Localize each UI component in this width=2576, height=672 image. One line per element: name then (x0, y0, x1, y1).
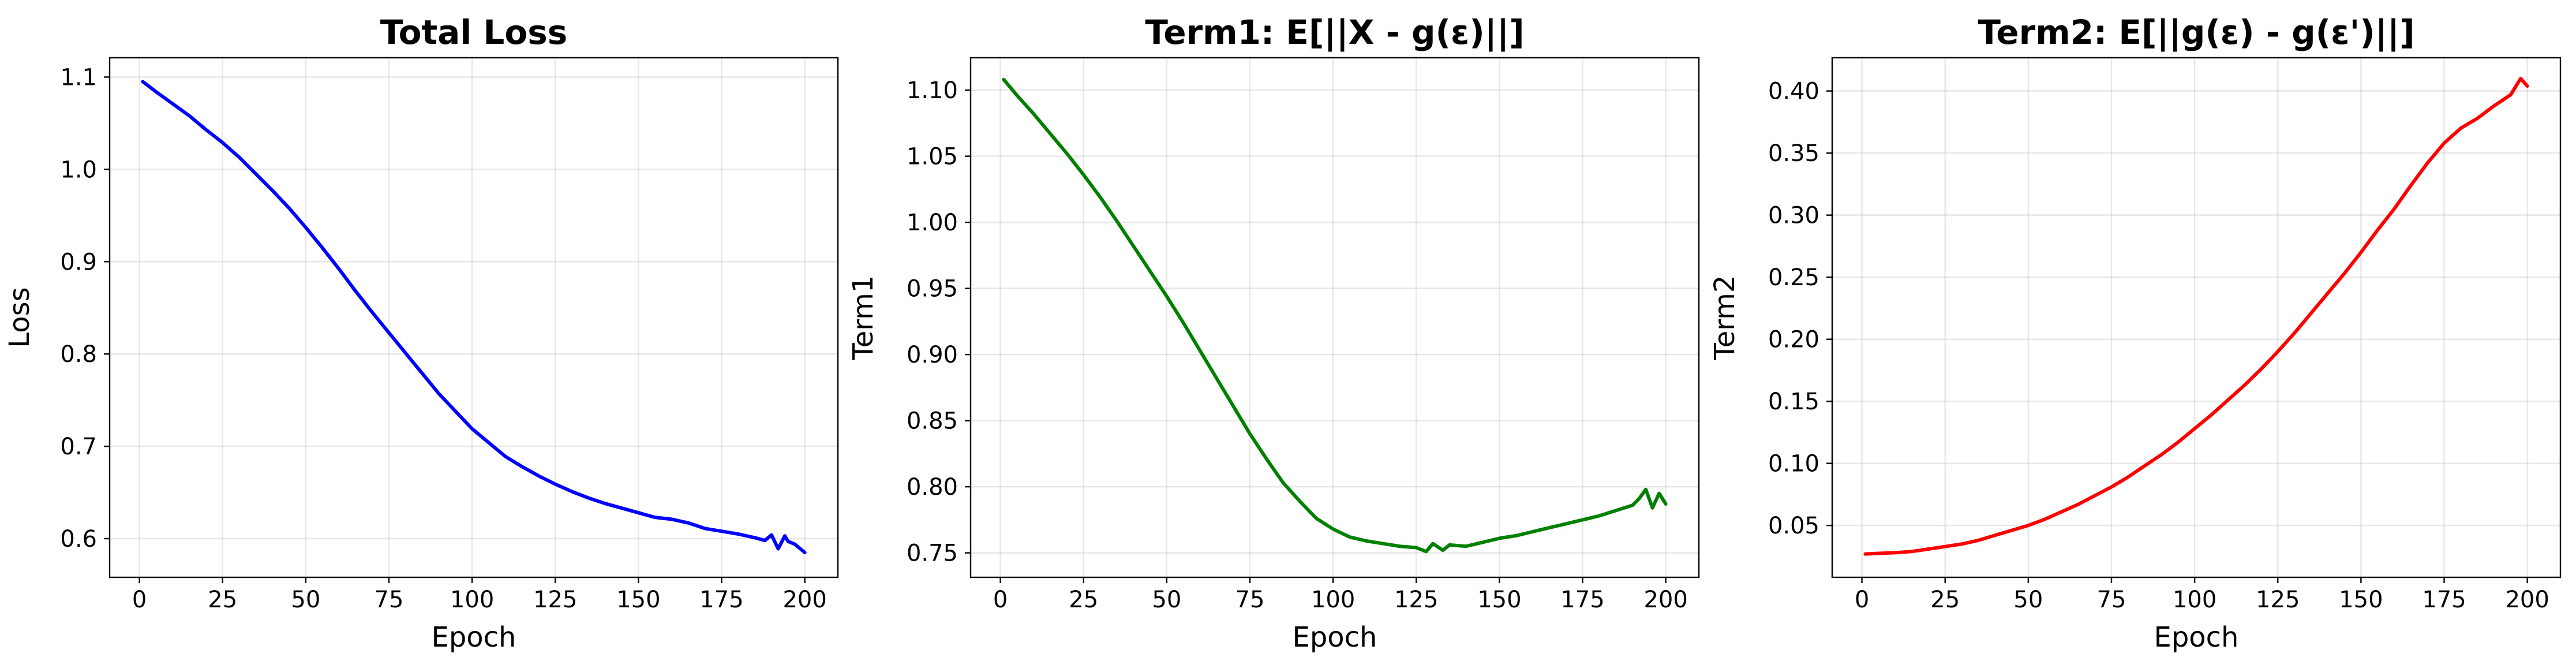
y-tick-label: 0.25 (1768, 264, 1819, 291)
series-line-1 (1002, 77, 1668, 554)
plot-frame (1831, 57, 2562, 578)
y-tick-label: 0.05 (1768, 513, 1819, 539)
x-tick-label: 75 (1235, 587, 1265, 613)
x-tick-label: 125 (1394, 587, 1438, 613)
x-tick-label: 100 (450, 587, 494, 613)
chart-title: Total Loss (380, 13, 568, 52)
x-tick-label: 150 (2339, 587, 2383, 613)
y-tick-label: 1.00 (907, 210, 958, 236)
chart-panel-2: 0 25 50 75 100 125 150 175 200 0.75 0.80 0.85 0.90 0.… (847, 13, 1700, 654)
x-tick-label: 125 (533, 587, 577, 613)
y-axis-label: Term1 (847, 275, 879, 361)
plot-frame (108, 57, 839, 578)
x-tick-label: 175 (1560, 587, 1604, 613)
x-tick-label: 75 (375, 587, 404, 613)
x-tick-label: 0 (132, 587, 147, 613)
x-tick-label: 100 (2173, 587, 2216, 613)
y-tick-label: 0.9 (60, 249, 97, 275)
y-tick-label: 0.6 (60, 526, 97, 552)
y-tick-label: 1.1 (60, 64, 97, 91)
series-line-1 (1863, 77, 2529, 556)
y-tick-label: 0.35 (1768, 140, 1819, 167)
x-tick-label: 75 (2097, 587, 2126, 613)
x-tick-label: 200 (782, 587, 826, 613)
y-axis-label: Term2 (1709, 275, 1741, 361)
x-tick-label: 175 (2422, 587, 2466, 613)
y-tick-label: 1.10 (907, 77, 958, 104)
chart-title: Term2: E[||g(ε) - g(ε')||] (1978, 13, 2414, 52)
x-tick-label: 25 (1069, 587, 1098, 613)
chart-panel-3: 0 25 50 75 100 125 150 175 200 0.05 0.10 0.15 0.20 0.… (1709, 13, 2562, 654)
plot-frame (969, 57, 1700, 578)
chart-panel-1: 0 25 50 75 100 125 150 175 200 0.6 0.7 0.8 0.9 1.0 1.1… (3, 13, 839, 654)
y-tick-label: 0.30 (1768, 203, 1819, 229)
series-line-1 (141, 80, 807, 554)
y-tick-label: 0.20 (1768, 327, 1819, 353)
x-tick-label: 50 (2013, 587, 2043, 613)
x-tick-label: 150 (1477, 587, 1521, 613)
x-tick-label: 25 (1930, 587, 1960, 613)
x-tick-label: 200 (1643, 587, 1687, 613)
x-tick-label: 175 (699, 587, 743, 613)
x-tick-label: 50 (1152, 587, 1181, 613)
x-axis-label: Epoch (432, 621, 516, 654)
y-tick-label: 0.90 (907, 342, 958, 368)
x-tick-label: 125 (2256, 587, 2300, 613)
x-tick-label: 150 (616, 587, 660, 613)
chart-title: Term1: E[||X - g(ε)||] (1145, 13, 1524, 52)
x-tick-label: 50 (291, 587, 320, 613)
x-tick-label: 0 (993, 587, 1008, 613)
y-tick-label: 1.05 (907, 144, 958, 170)
y-axis-label: Loss (3, 287, 36, 348)
y-tick-label: 0.75 (907, 540, 958, 567)
y-tick-label: 0.95 (907, 276, 958, 303)
y-tick-label: 0.40 (1768, 79, 1819, 105)
x-tick-label: 0 (1855, 587, 1869, 613)
y-tick-label: 0.85 (907, 408, 958, 435)
x-axis-label: Epoch (1293, 621, 1377, 654)
y-tick-label: 0.80 (907, 474, 958, 501)
y-tick-label: 0.8 (60, 341, 97, 368)
x-tick-label: 100 (1311, 587, 1355, 613)
y-tick-label: 1.0 (60, 156, 97, 183)
y-tick-label: 0.10 (1768, 451, 1819, 477)
x-axis-label: Epoch (2154, 621, 2239, 654)
y-tick-label: 0.7 (60, 434, 97, 460)
x-tick-label: 200 (2505, 587, 2549, 613)
y-tick-label: 0.15 (1768, 389, 1819, 415)
x-tick-label: 25 (208, 587, 237, 613)
